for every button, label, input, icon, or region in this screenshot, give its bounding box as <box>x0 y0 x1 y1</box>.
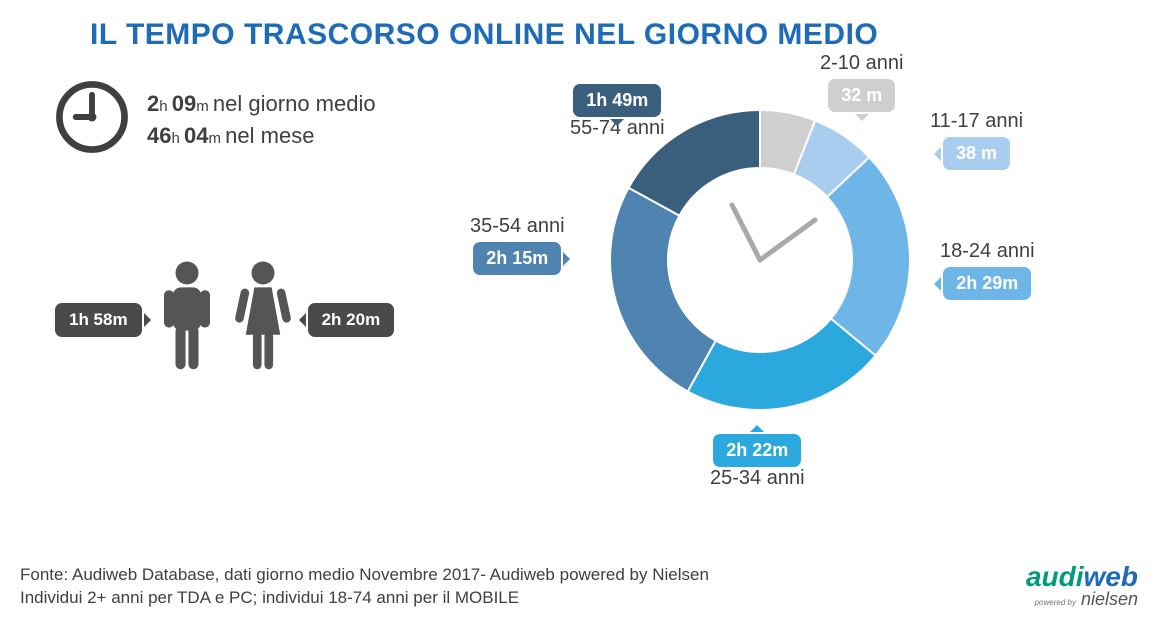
time-badge-age_25_34: 2h 22m <box>713 434 801 467</box>
segment-label-age_35_54: 35-54 anni 2h 15m <box>470 215 565 275</box>
donut-chart: 2-10 anni32 m11-17 anni38 m18-24 anni2h … <box>600 100 920 420</box>
monthly-minutes: 04 <box>184 123 208 148</box>
segment-label-age_18_24: 18-24 anni 2h 29m <box>940 240 1035 300</box>
female-icon <box>232 260 294 380</box>
logo-part-1: audi <box>1026 561 1084 592</box>
page-title: IL TEMPO TRASCORSO ONLINE NEL GIORNO MED… <box>90 18 878 52</box>
time-badge-age_11_17: 38 m <box>943 137 1010 170</box>
time-badge-age_55_74: 1h 49m <box>573 84 661 117</box>
daily-suffix: nel giorno medio <box>213 91 376 116</box>
donut-segment-age_35_54 <box>610 188 716 392</box>
daily-minutes: 09 <box>172 91 196 116</box>
clock-icon <box>55 80 129 159</box>
summary-block: 2h 09m nel giorno medio 46h 04m nel mese <box>55 80 376 159</box>
male-time-badge: 1h 58m <box>55 303 142 337</box>
logo-nielsen: nielsen <box>1081 589 1138 609</box>
time-badge-age_18_24: 2h 29m <box>943 267 1031 300</box>
audiweb-logo: audiweb powered by nielsen <box>1026 561 1138 610</box>
female-time-badge: 2h 20m <box>308 303 395 337</box>
source-line-2: Individui 2+ anni per TDA e PC; individu… <box>20 587 709 610</box>
male-icon <box>156 260 218 380</box>
age-label-age_2_10: 2-10 anni <box>820 52 903 75</box>
segment-label-age_2_10: 2-10 anni 32 m <box>820 52 903 112</box>
logo-powered: powered by <box>1035 598 1076 607</box>
donut-segment-age_25_34 <box>688 319 876 410</box>
time-badge-age_2_10: 32 m <box>828 79 895 112</box>
source-line-1: Fonte: Audiweb Database, dati giorno med… <box>20 564 709 587</box>
age-label-age_35_54: 35-54 anni <box>470 215 565 238</box>
age-label-age_25_34: 25-34 anni <box>710 467 805 490</box>
time-badge-age_35_54: 2h 15m <box>473 242 561 275</box>
segment-label-age_11_17: 11-17 anni 38 m <box>930 110 1023 170</box>
daily-hours: 2 <box>147 91 159 116</box>
source-text: Fonte: Audiweb Database, dati giorno med… <box>20 564 709 610</box>
summary-text: 2h 09m nel giorno medio 46h 04m nel mese <box>147 88 376 152</box>
donut-clock-hands <box>732 205 815 260</box>
age-label-age_11_17: 11-17 anni <box>930 110 1023 133</box>
logo-part-2: web <box>1084 561 1138 592</box>
age-label-age_18_24: 18-24 anni <box>940 240 1035 263</box>
gender-block: 1h 58m 2h 20m <box>55 260 394 380</box>
monthly-hours: 46 <box>147 123 171 148</box>
footer: Fonte: Audiweb Database, dati giorno med… <box>20 561 1138 610</box>
segment-label-age_55_74: 1h 49m55-74 anni <box>570 80 665 140</box>
segment-label-age_25_34: 2h 22m25-34 anni <box>710 430 805 490</box>
monthly-suffix: nel mese <box>225 123 314 148</box>
